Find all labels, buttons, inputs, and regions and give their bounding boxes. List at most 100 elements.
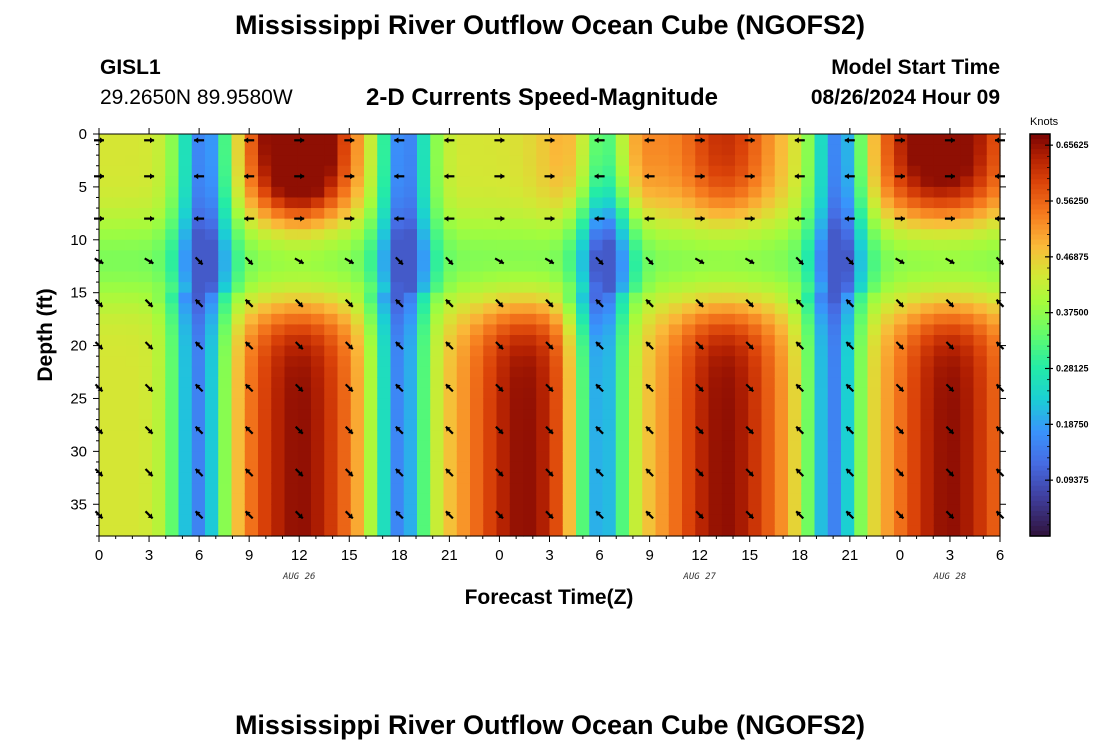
heatmap-cell: [880, 451, 895, 463]
heatmap-cell: [947, 282, 961, 294]
heatmap-cell: [867, 419, 882, 431]
heatmap-cell: [509, 377, 524, 389]
heatmap-cell: [615, 165, 630, 177]
heatmap-cell: [297, 176, 312, 188]
heatmap-cell: [973, 514, 988, 527]
current-arrow: [294, 215, 305, 222]
heatmap-cell: [178, 218, 193, 230]
heatmap-cell: [244, 271, 259, 283]
heatmap-cell: [496, 313, 511, 326]
heatmap-cell: [430, 324, 445, 336]
heatmap-cell: [973, 409, 988, 421]
heatmap-cell: [470, 292, 484, 304]
heatmap-cell: [350, 514, 365, 527]
heatmap-cell: [258, 514, 272, 527]
heatmap-cell: [443, 324, 458, 336]
heatmap-cell: [99, 335, 113, 347]
current-arrow: [595, 510, 604, 520]
heatmap-cell: [933, 282, 948, 294]
heatmap-cell: [655, 197, 670, 209]
heatmap-cell: [350, 271, 365, 283]
heatmap-cell: [403, 208, 418, 220]
heatmap-cell: [443, 409, 458, 421]
heatmap-cell: [973, 335, 988, 347]
heatmap-cell: [562, 366, 577, 378]
heatmap-cell: [589, 208, 604, 220]
colorbar-segment: [1030, 495, 1050, 502]
heatmap-cell: [470, 493, 484, 505]
heatmap-cell: [337, 366, 352, 378]
heatmap-cell: [841, 260, 855, 273]
heatmap-cell: [668, 493, 683, 505]
heatmap-cell: [960, 208, 975, 220]
heatmap-cell: [284, 440, 299, 452]
heatmap-cell: [138, 271, 153, 283]
heatmap-cell: [337, 260, 352, 273]
heatmap-cell: [721, 250, 736, 262]
heatmap-cell: [138, 260, 153, 273]
heatmap-cell: [271, 186, 286, 199]
heatmap-cell: [867, 504, 882, 516]
heatmap-cell: [947, 409, 961, 421]
heatmap-cell: [814, 377, 829, 389]
heatmap-cell: [907, 282, 922, 294]
heatmap-cell: [443, 345, 458, 357]
heatmap-cell: [244, 525, 259, 537]
heatmap-cell: [470, 197, 484, 209]
heatmap-cell: [655, 440, 670, 452]
heatmap-cell: [708, 271, 723, 283]
heatmap-cell: [589, 324, 604, 336]
heatmap-cell: [297, 292, 312, 304]
heatmap-cell: [841, 218, 855, 230]
heatmap-cell: [960, 525, 975, 537]
y-tick-label: 25: [70, 390, 87, 407]
current-arrow: [745, 425, 755, 435]
colorbar-segment: [1030, 264, 1050, 271]
heatmap-cell: [814, 303, 829, 315]
heatmap-cell: [138, 335, 153, 347]
heatmap-cell: [735, 155, 749, 167]
heatmap-cell: [695, 282, 710, 294]
heatmap-cell: [986, 229, 1001, 241]
heatmap-cell: [880, 419, 895, 431]
heatmap-cell: [867, 356, 882, 368]
heatmap-cell: [549, 176, 564, 188]
heatmap-cell: [576, 250, 590, 262]
heatmap-cell: [112, 419, 127, 431]
heatmap-cell: [841, 229, 855, 241]
colorbar-segment: [1030, 169, 1050, 175]
heatmap-cell: [615, 324, 630, 336]
heatmap-cell: [337, 440, 352, 452]
heatmap-cell: [178, 483, 193, 495]
heatmap-cell: [523, 260, 537, 273]
heatmap-cell: [960, 430, 975, 442]
heatmap-cell: [523, 366, 537, 378]
heatmap-cell: [390, 335, 405, 347]
heatmap-cell: [655, 155, 670, 167]
heatmap-cell: [350, 282, 365, 294]
heatmap-cell: [297, 250, 312, 262]
heatmap-cell: [973, 313, 988, 326]
heatmap-cell: [947, 324, 961, 336]
heatmap-cell: [297, 451, 312, 463]
heatmap-cell: [311, 514, 325, 527]
heatmap-cell: [668, 260, 683, 273]
heatmap-cell: [880, 525, 895, 537]
heatmap-cell: [960, 292, 975, 304]
heatmap-cell: [364, 134, 378, 146]
heatmap-cell: [735, 324, 749, 336]
heatmap-cell: [205, 398, 219, 410]
heatmap-cell: [443, 451, 458, 463]
heatmap-cell: [960, 134, 975, 146]
heatmap-cell: [324, 461, 339, 474]
heatmap-cell: [350, 504, 365, 516]
heatmap-cell: [920, 409, 935, 421]
heatmap-cell: [933, 356, 948, 368]
heatmap-cell: [907, 451, 922, 463]
heatmap-cell: [536, 430, 551, 442]
colorbar-segment: [1030, 219, 1050, 226]
heatmap-cell: [417, 197, 431, 209]
heatmap-cell: [456, 165, 471, 177]
heatmap-cell: [112, 493, 127, 505]
heatmap-cell: [244, 165, 259, 177]
